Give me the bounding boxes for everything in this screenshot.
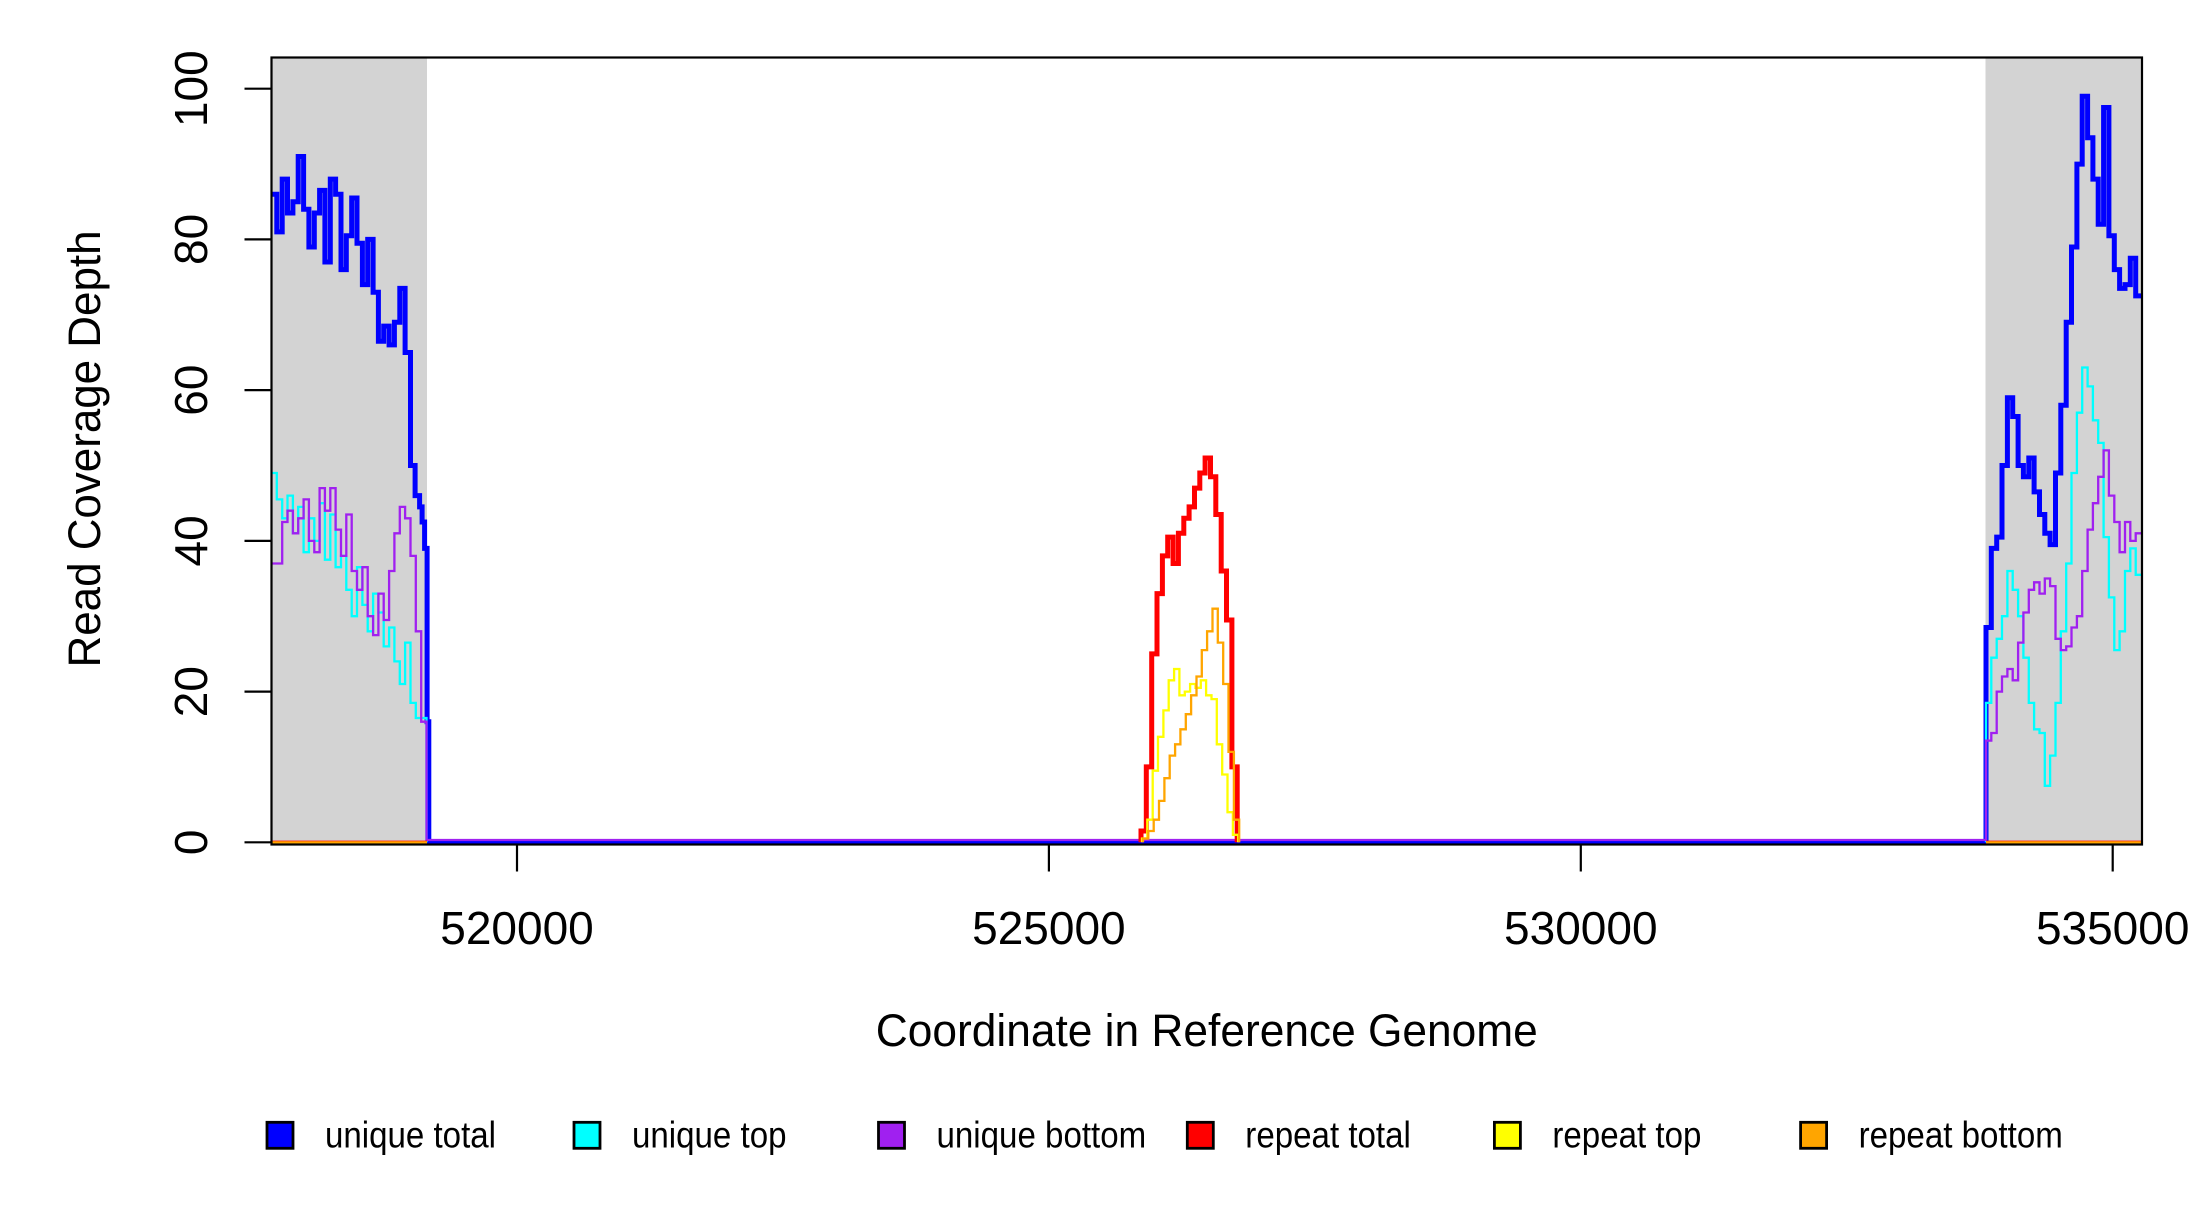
svg-text:Coordinate in Reference Genome: Coordinate in Reference Genome xyxy=(876,1005,1538,1056)
svg-text:unique total: unique total xyxy=(325,1114,496,1155)
svg-text:80: 80 xyxy=(165,214,217,265)
svg-text:0: 0 xyxy=(165,830,217,856)
svg-text:Read Coverage Depth: Read Coverage Depth xyxy=(59,231,110,668)
svg-text:repeat top: repeat top xyxy=(1552,1114,1701,1155)
svg-text:unique top: unique top xyxy=(632,1114,787,1155)
svg-text:20: 20 xyxy=(165,666,217,717)
svg-text:60: 60 xyxy=(165,365,217,416)
svg-text:unique bottom: unique bottom xyxy=(937,1114,1147,1155)
svg-text:40: 40 xyxy=(165,515,217,566)
svg-text:530000: 530000 xyxy=(1504,902,1658,954)
svg-text:100: 100 xyxy=(165,50,217,127)
svg-text:repeat total: repeat total xyxy=(1245,1114,1411,1155)
svg-text:535000: 535000 xyxy=(2036,902,2190,954)
svg-text:525000: 525000 xyxy=(972,902,1126,954)
svg-text:repeat bottom: repeat bottom xyxy=(1859,1114,2063,1155)
svg-text:520000: 520000 xyxy=(440,902,594,954)
